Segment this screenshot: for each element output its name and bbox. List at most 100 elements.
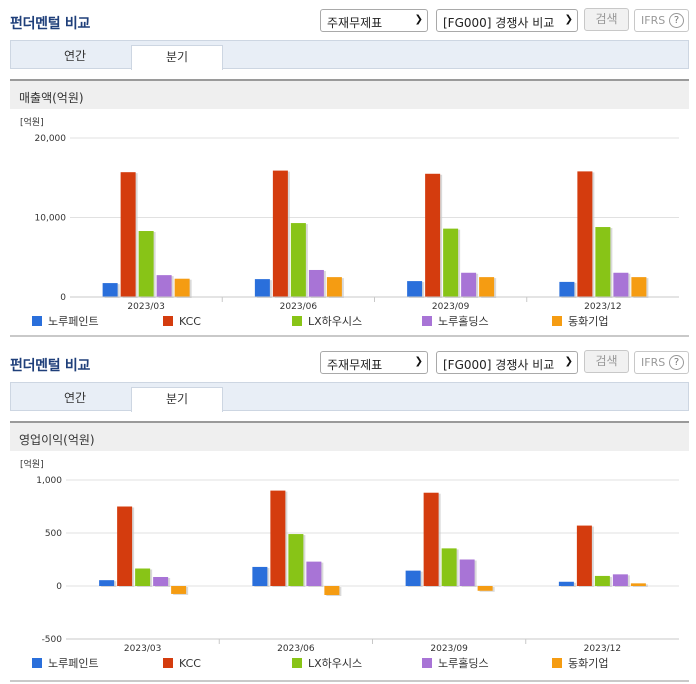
bar	[612, 574, 628, 586]
period-tabs: 연간 분기	[10, 40, 689, 70]
legend-swatch	[292, 658, 302, 668]
x-tick-label: 2023/12	[584, 644, 621, 654]
bar	[288, 534, 304, 586]
legend-label: 노루홀딩스	[438, 315, 489, 328]
peer-group-select[interactable]: [FG000] 경쟁사 비교 ❯	[436, 351, 578, 374]
legend-label: 노루홀딩스	[438, 657, 489, 670]
legend-item: KCC	[163, 315, 201, 328]
bar	[425, 173, 441, 297]
bar	[479, 277, 495, 297]
metric-title: 매출액(억원)	[10, 79, 689, 109]
peer-group-value: [FG000] 경쟁사 비교	[443, 16, 555, 30]
chevron-down-icon: ❯	[414, 14, 423, 25]
legend-label: KCC	[179, 657, 201, 670]
bar	[174, 278, 190, 297]
bar	[99, 580, 115, 586]
tab-quarterly[interactable]: 분기	[131, 45, 223, 70]
bar	[441, 548, 457, 586]
section-divider	[10, 335, 689, 337]
legend-swatch	[32, 658, 42, 668]
y-unit-label: [억원]	[20, 116, 44, 128]
x-tick-label: 2023/03	[127, 302, 164, 312]
ifrs-button[interactable]: IFRS ?	[634, 9, 689, 32]
legend-item: 노루페인트	[32, 315, 99, 328]
operating-profit-bar-chart: [억원] -500 0 500 1,000 2023/03 2023/06 2023/09 20…	[20, 458, 679, 670]
metric-title: 영업이익(억원)	[10, 421, 689, 451]
legend-label: 노루페인트	[48, 315, 99, 328]
legend-item: LX하우시스	[292, 314, 362, 328]
legend-swatch	[552, 658, 562, 668]
x-tick-label: 2023/06	[277, 644, 315, 654]
legend-label: 동화기업	[568, 315, 608, 328]
help-icon[interactable]: ?	[669, 13, 684, 28]
legend-item: 노루홀딩스	[422, 315, 489, 328]
bar	[558, 581, 574, 586]
y-tick-label: 500	[45, 529, 62, 539]
chevron-down-icon: ❯	[564, 14, 573, 25]
bar	[156, 275, 172, 297]
bar	[270, 490, 286, 586]
bar	[306, 561, 322, 586]
legend-label: LX하우시스	[308, 314, 362, 328]
tab-annual[interactable]: 연간	[63, 49, 87, 63]
legend-label: 노루페인트	[48, 657, 99, 670]
bar	[252, 566, 268, 586]
bar	[405, 570, 421, 586]
bar	[595, 227, 611, 297]
section-title: 펀더멘털 비교	[10, 358, 91, 374]
y-tick-label: 0	[56, 582, 62, 592]
search-button[interactable]: 검색	[584, 8, 629, 31]
chevron-down-icon: ❯	[414, 356, 423, 367]
legend-item: LX하우시스	[292, 656, 362, 670]
y-tick-label: 10,000	[35, 214, 67, 224]
period-tabs: 연간 분기	[10, 382, 689, 412]
tab-quarterly[interactable]: 분기	[131, 387, 223, 412]
bar	[630, 583, 646, 586]
y-tick-label: -500	[42, 635, 63, 645]
statement-type-value: 주재무제표	[327, 16, 383, 30]
legend-label: LX하우시스	[308, 656, 362, 670]
statement-type-value: 주재무제표	[327, 358, 383, 372]
ifrs-button[interactable]: IFRS ?	[634, 351, 689, 374]
revenue-bar-chart: [억원] 0 10,000 20,000 2023/03 2023/06 2023/09 20…	[20, 116, 679, 328]
legend-swatch	[163, 316, 173, 326]
statement-type-select[interactable]: 주재무제표 ❯	[320, 351, 428, 374]
bar	[577, 171, 593, 297]
legend-item: KCC	[163, 657, 201, 670]
section-title: 펀더멘털 비교	[10, 16, 91, 32]
help-icon[interactable]: ?	[669, 355, 684, 370]
bar	[135, 568, 151, 586]
section-divider	[10, 680, 689, 682]
section-header: 펀더멘털 비교 주재무제표 ❯ [FG000] 경쟁사 비교 ❯ 검색 IFRS…	[0, 342, 696, 382]
bar	[559, 281, 575, 297]
bar	[631, 277, 647, 297]
peer-group-select[interactable]: [FG000] 경쟁사 비교 ❯	[436, 9, 578, 32]
legend-item: 노루홀딩스	[422, 657, 489, 670]
legend-item: 동화기업	[552, 315, 608, 328]
bar	[138, 231, 154, 297]
bar	[576, 525, 592, 586]
bar	[443, 228, 459, 297]
section-header: 펀더멘털 비교 주재무제표 ❯ [FG000] 경쟁사 비교 ❯ 검색 IFRS…	[0, 0, 696, 40]
bar	[613, 272, 629, 297]
legend-item: 노루페인트	[32, 657, 99, 670]
legend-item: 동화기업	[552, 657, 608, 670]
y-tick-label: 1,000	[36, 476, 62, 486]
bar	[290, 223, 306, 297]
bar	[120, 172, 136, 297]
search-button[interactable]: 검색	[584, 350, 629, 373]
legend-swatch	[163, 658, 173, 668]
legend-swatch	[32, 316, 42, 326]
legend-label: 동화기업	[568, 657, 608, 670]
statement-type-select[interactable]: 주재무제표 ❯	[320, 9, 428, 32]
bar	[272, 170, 288, 297]
tab-annual[interactable]: 연간	[63, 391, 87, 405]
bar	[326, 277, 342, 297]
peer-group-value: [FG000] 경쟁사 비교	[443, 358, 555, 372]
legend-swatch	[422, 658, 432, 668]
x-tick-label: 2023/06	[280, 302, 318, 312]
bar	[461, 272, 477, 297]
legend-swatch	[292, 316, 302, 326]
y-tick-label: 20,000	[35, 134, 67, 144]
x-tick-label: 2023/09	[432, 302, 470, 312]
